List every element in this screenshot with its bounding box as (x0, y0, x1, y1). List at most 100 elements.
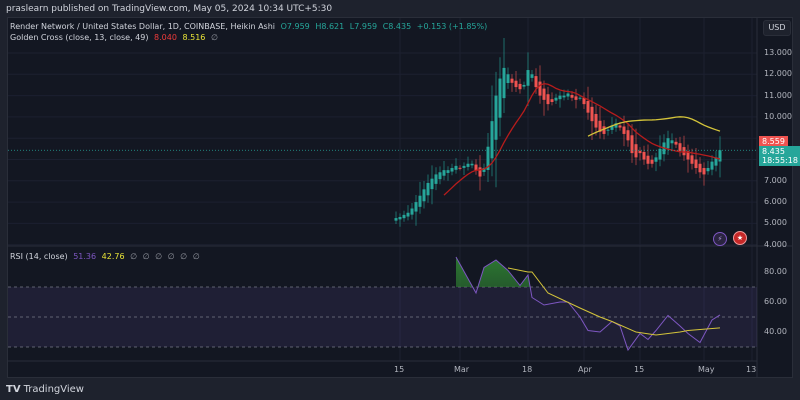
x-tick-label: May (698, 365, 715, 374)
candle-body (486, 146, 490, 170)
ohlc-high: H8.621 (315, 22, 345, 31)
candle-body (594, 113, 598, 128)
slow-ma-line (587, 116, 721, 137)
currency-button[interactable]: USD (763, 20, 791, 36)
hidden-icon: ∅ (210, 33, 218, 42)
rsi-pane (8, 256, 757, 352)
x-tick-label: 18 (522, 365, 533, 374)
candle-body (710, 161, 714, 170)
candle-body (418, 195, 422, 207)
candle-body (402, 214, 406, 219)
rsi-label[interactable]: RSI (14, close) (10, 252, 68, 261)
candle-body (498, 78, 502, 118)
price-tick-label: 7.000 (764, 175, 787, 185)
lightning-icon[interactable]: ⚡ (713, 232, 727, 246)
candle-body (466, 163, 470, 167)
candle-body (510, 78, 514, 83)
candle-body (550, 99, 554, 102)
candle-body (666, 138, 670, 149)
tradingview-logo[interactable]: 𝗧𝗩 TradingView (6, 384, 84, 395)
candle-body (534, 76, 538, 88)
fast-ma-line (443, 82, 721, 196)
candle-body (614, 123, 618, 128)
tv-logo-icon: 𝗧𝗩 (6, 384, 21, 395)
candle-body (562, 95, 566, 98)
candle-body (430, 178, 434, 190)
candle-body (494, 95, 498, 140)
candle-body (518, 83, 522, 90)
candle-body (634, 144, 638, 158)
hidden-icon: ∅ (155, 252, 163, 261)
ohlc-open: O7.959 (280, 22, 310, 31)
candle-body (718, 150, 722, 162)
candle-body (538, 81, 542, 96)
candle-body (546, 94, 550, 105)
price-tick-label: 12.000 (764, 69, 792, 79)
candle-body (450, 168, 454, 172)
moving-averages (8, 82, 757, 196)
candle-body (618, 125, 622, 128)
golden-cross-legend[interactable]: Golden Cross (close, 13, close, 49) 8.04… (10, 33, 221, 42)
hidden-icon: ∅ (180, 252, 188, 261)
candle-body (482, 168, 486, 172)
fast-ma-value: 8.040 (154, 33, 177, 42)
candle-body (458, 167, 462, 169)
last-price-label: 8.435 18:55:18 (759, 146, 800, 166)
candle-body (638, 150, 642, 154)
candle-body (626, 130, 630, 141)
candle-body (706, 168, 710, 172)
candle-body (578, 97, 582, 99)
bar-countdown: 18:55:18 (762, 156, 798, 165)
ma-price-label: 8.559 (759, 136, 788, 147)
x-tick-label: 13 (746, 365, 757, 374)
candle-body (574, 96, 578, 100)
candle-body (526, 70, 530, 86)
candle-body (622, 126, 626, 134)
last-price: 8.435 (762, 147, 785, 156)
brand-name: TradingView (23, 384, 84, 395)
publish-info: praslearn published on TradingView.com, … (6, 4, 333, 14)
candle-body (582, 97, 586, 105)
grid (8, 18, 757, 361)
rsi-tick-label: 40.00 (764, 327, 787, 336)
candle-body (442, 170, 446, 176)
candle-body (514, 80, 518, 88)
candle-body (474, 164, 478, 171)
candle-body (610, 125, 614, 130)
rsi-line (455, 256, 721, 352)
rsi-tick-label: 80.00 (764, 267, 787, 276)
hidden-icon: ∅ (130, 252, 138, 261)
candle-body (542, 88, 546, 100)
us-flag-icon[interactable]: ★ (733, 231, 747, 245)
candle-body (490, 121, 494, 159)
candle-body (462, 165, 466, 168)
ohlc-close: C8.435 (382, 22, 412, 31)
candle-body (470, 163, 474, 166)
rsi-legend[interactable]: RSI (14, close) 51.36 42.76 ∅ ∅ ∅ ∅ ∅ ∅ (10, 252, 203, 261)
candle-body (646, 155, 650, 164)
candle-body (650, 159, 654, 164)
candle-body (414, 202, 418, 212)
candle-body (570, 94, 574, 98)
x-tick-label: Apr (578, 365, 592, 374)
golden-cross-label[interactable]: Golden Cross (close, 13, close, 49) (10, 33, 149, 42)
price-tick-label: 5.000 (764, 218, 787, 228)
candle-body (606, 129, 610, 131)
candle-body (658, 148, 662, 160)
candles (394, 38, 722, 227)
slow-ma-value: 8.516 (182, 33, 206, 42)
x-tick-label: Mar (454, 365, 470, 374)
x-tick-label: 15 (634, 365, 645, 374)
ohlc-change: +0.153 (+1.85%) (416, 22, 488, 31)
candle-body (558, 95, 562, 100)
rsi-ma-line (507, 267, 721, 336)
candle-body (434, 174, 438, 184)
candle-body (702, 168, 706, 175)
candle-body (522, 84, 526, 87)
candle-body (678, 143, 682, 151)
candle-body (502, 67, 506, 99)
rsi-tick-label: 60.00 (764, 297, 787, 306)
candle-body (602, 126, 606, 134)
symbol-title[interactable]: Render Network / United States Dollar, 1… (10, 22, 276, 31)
